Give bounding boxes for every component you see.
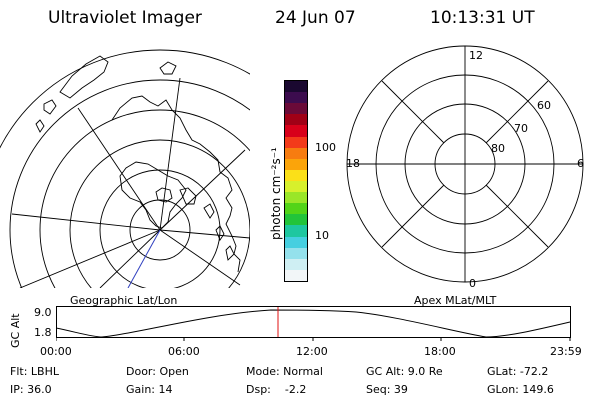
- polar-mlat-mlt-plot: [346, 45, 584, 283]
- colorbar-swatch: [285, 258, 307, 270]
- colorbar-swatch: [285, 192, 307, 204]
- xtick-1200: 12:00: [296, 345, 328, 358]
- left-map-caption: Geographic Lat/Lon: [70, 294, 178, 307]
- status-door: Door: Open: [126, 365, 189, 378]
- observation-date: 24 Jun 07: [275, 8, 356, 28]
- colorbar-swatch: [285, 147, 307, 159]
- colorbar-swatch: [285, 92, 307, 104]
- geographic-map: [0, 49, 250, 288]
- mlt-diagonal-line: [381, 184, 445, 248]
- alt-panel-ylabel: GC Alt: [9, 313, 22, 348]
- status-glon: GLon: 149.6: [487, 383, 554, 396]
- status-gc-alt: GC Alt: 9.0 Re: [366, 365, 443, 378]
- alt-ytick-bottom: 1.8: [34, 326, 52, 339]
- status-ip: IP: 36.0: [10, 383, 52, 396]
- colorbar-swatch: [285, 180, 307, 193]
- colorbar-swatch: [285, 125, 307, 137]
- status-seq: Seq: 39: [366, 383, 408, 396]
- colorbar-tick-100: 100: [315, 141, 336, 154]
- mlat-70-label: 70: [514, 122, 528, 135]
- mlt-18-label: 18: [346, 157, 360, 170]
- longitude-lines: [11, 77, 250, 288]
- right-plot-caption: Apex MLat/MLT: [414, 294, 497, 307]
- coastlines: [35, 55, 241, 273]
- colorbar-swatch: [285, 203, 307, 215]
- alt-xticks: [56, 337, 571, 341]
- colorbar-swatch: [285, 225, 307, 237]
- mlat-60-label: 60: [537, 99, 551, 112]
- status-dsp: Dsp: -2.2: [246, 383, 307, 396]
- orbit-altitude-curve: [56, 309, 571, 338]
- xtick-0600: 06:00: [168, 345, 200, 358]
- colorbar-swatch: [285, 114, 307, 126]
- colorbar-swatch: [285, 158, 307, 170]
- satellite-track: [127, 229, 161, 288]
- status-glat: GLat: -72.2: [487, 365, 549, 378]
- instrument-title: Ultraviolet Imager: [48, 8, 202, 28]
- xtick-0000: 00:00: [40, 345, 72, 358]
- colorbar-tick-10: 10: [315, 229, 329, 242]
- mlt-diagonal-line: [381, 80, 445, 144]
- colorbar-swatch: [285, 169, 307, 181]
- mlt-0-label: 0: [469, 277, 476, 290]
- altitude-timeline: [56, 306, 571, 341]
- xtick-1800: 18:00: [424, 345, 456, 358]
- status-gain: Gain: 14: [126, 383, 173, 396]
- mlt-diagonal-line: [485, 184, 549, 248]
- colorbar-swatch: [285, 214, 307, 226]
- latitude-rings: [0, 49, 250, 288]
- colorbar-swatch: [285, 236, 307, 248]
- mlt-diagonal-line: [485, 80, 549, 144]
- mlt-12-label: 12: [469, 49, 483, 62]
- alt-ytick-top: 9.0: [34, 306, 52, 319]
- colorbar-swatch: [285, 136, 307, 148]
- colorbar-swatch: [285, 247, 307, 259]
- colorbar-swatch: [285, 103, 307, 115]
- mlt-6-label: 6: [577, 157, 584, 170]
- colorbar-swatch: [285, 81, 307, 93]
- status-mode: Mode: Normal: [246, 365, 323, 378]
- xtick-2359: 23:59: [550, 345, 582, 358]
- colorbar-swatch: [285, 269, 307, 281]
- status-filter: Flt: LBHL: [10, 365, 59, 378]
- mlat-80-label: 80: [491, 142, 505, 155]
- colorbar: [284, 80, 308, 282]
- colorbar-unit-label: photon cm⁻²s⁻¹: [269, 147, 283, 240]
- observation-time: 10:13:31 UT: [430, 8, 535, 28]
- alt-panel-frame: [56, 306, 571, 338]
